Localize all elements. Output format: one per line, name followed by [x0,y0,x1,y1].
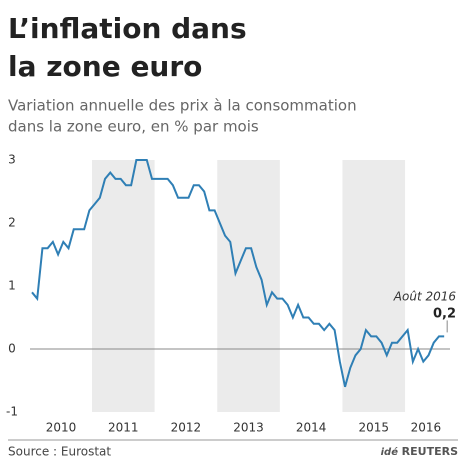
x-tick-label: 2011 [108,421,139,435]
year-band [217,160,280,412]
subtitle: dans la zone euro, en % par mois [8,118,259,136]
chart-title: L’inflation dans [8,12,247,45]
logo: REUTERS [402,445,458,458]
logo: idé [381,446,399,458]
source: Source : Eurostat [8,445,111,459]
year-band [92,160,155,412]
x-tick-label: 2015 [358,421,389,435]
x-tick-label: 2010 [46,421,77,435]
value-label: 0,2 [433,307,456,322]
subtitle: Variation annuelle des prix à la consomm… [8,97,357,115]
x-tick-label: 2013 [233,421,264,435]
annotation: Août 2016 [393,290,457,304]
y-tick-label: 3 [8,153,16,167]
x-tick-label: 2012 [171,421,202,435]
data-line [31,159,445,388]
year-band [342,160,406,412]
y-tick-label: 2 [8,216,16,230]
x-tick-label: 2014 [296,421,327,435]
y-tick-label: 0 [8,342,16,356]
chart-title: la zone euro [8,50,202,83]
x-tick-label: 2016 [411,421,442,435]
y-tick-label: 1 [8,279,16,293]
y-tick-label: -1 [6,405,18,419]
